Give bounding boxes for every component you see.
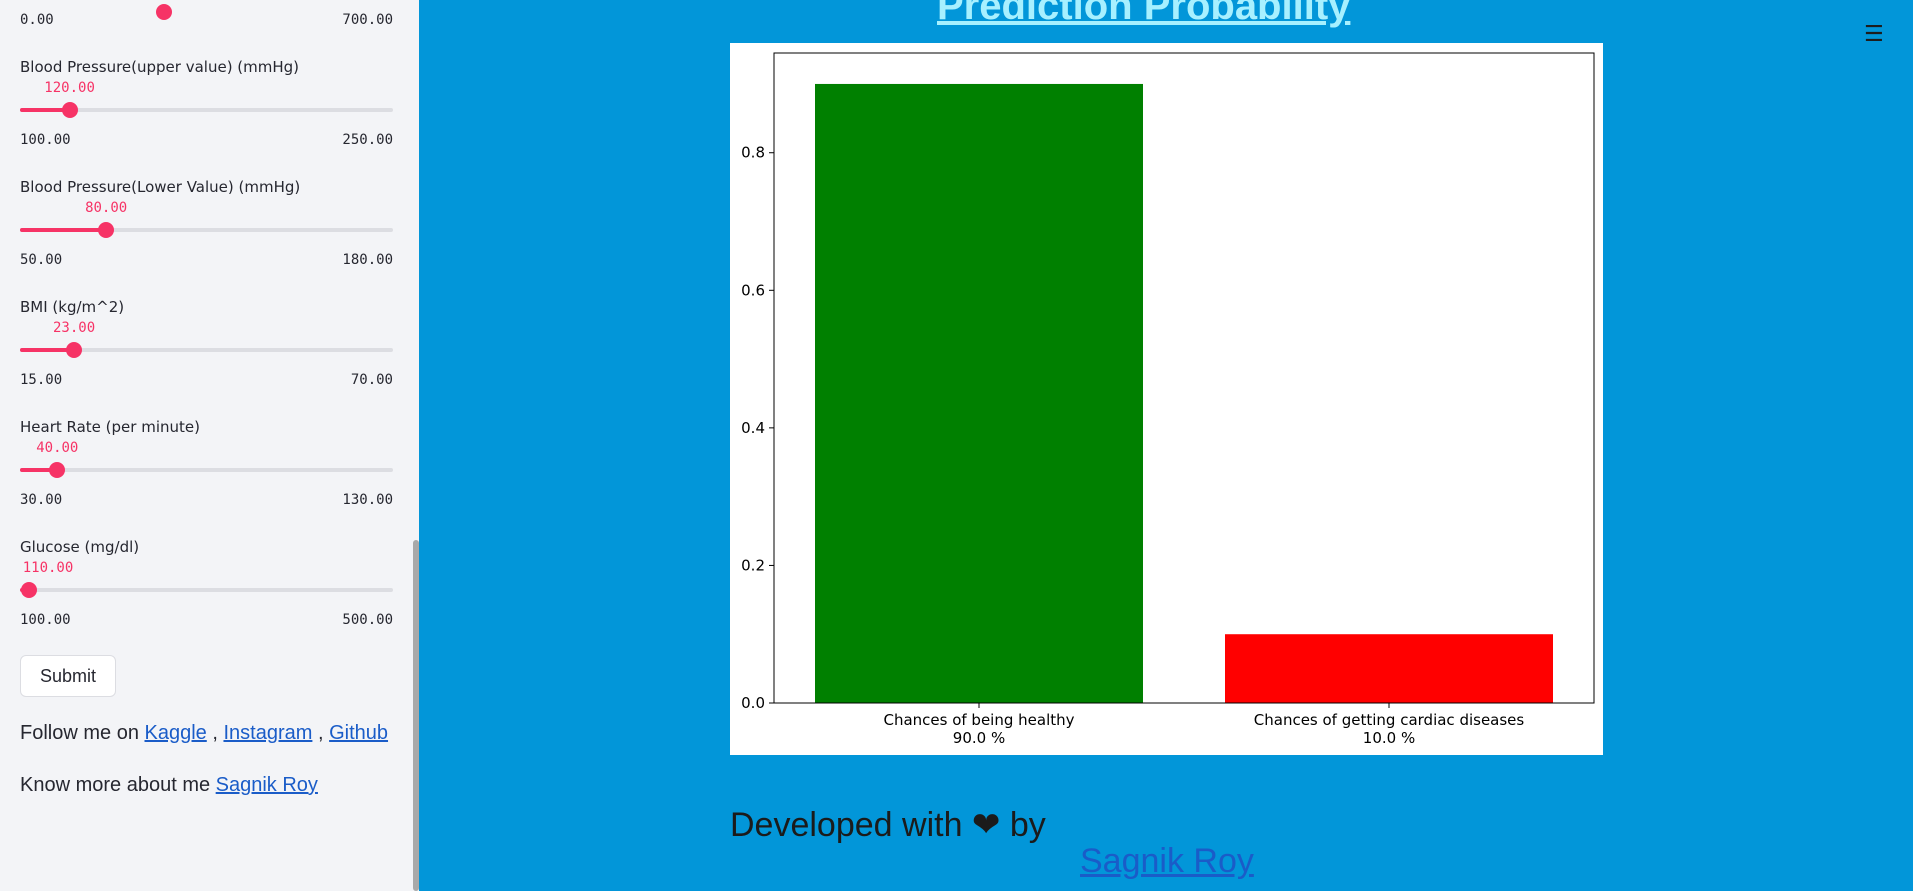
slider-fill: [20, 468, 58, 472]
previous-slider-range: 0.00 700.00: [20, 4, 393, 28]
x-tick-label: Chances of getting cardiac diseases: [1254, 711, 1525, 729]
slider-min: 15.00: [20, 372, 63, 388]
slider-min: 50.00: [20, 252, 63, 268]
link-separator: ,: [212, 722, 218, 744]
slider-track[interactable]: [20, 582, 393, 598]
slider-label: Heart Rate (per minute): [20, 418, 200, 436]
slider-track[interactable]: [20, 342, 393, 358]
slider-value: 110.00: [22, 560, 74, 576]
slider-track[interactable]: [20, 102, 393, 118]
slider-min: 30.00: [20, 492, 63, 508]
author-link[interactable]: Sagnik Roy: [1080, 842, 1254, 880]
y-tick-label: 0.8: [741, 144, 765, 162]
slider-thumb[interactable]: [21, 582, 38, 598]
slider-label: Blood Pressure(upper value) (mmHg): [20, 58, 300, 76]
previous-slider-max: 700.00: [342, 12, 393, 28]
slider-fill: [20, 348, 75, 352]
developed-with-text: Developed with ❤ by: [730, 806, 1046, 844]
sidebar-scrollbar[interactable]: [413, 540, 419, 891]
previous-slider-thumb[interactable]: [156, 4, 172, 20]
github-link[interactable]: Github: [329, 722, 389, 744]
chart-axes-frame: [773, 52, 1595, 704]
x-tick-sublabel: 90.0 %: [953, 729, 1005, 747]
follow-prefix: Follow me on: [20, 722, 145, 744]
chart-bar: [1225, 634, 1553, 703]
x-tick-sublabel: 10.0 %: [1363, 729, 1415, 747]
slider-label: BMI (kg/m^2): [20, 298, 125, 316]
previous-slider-min: 0.00: [20, 12, 54, 28]
slider-max: 130.00: [342, 492, 393, 508]
x-tick-label: Chances of being healthy: [883, 711, 1074, 729]
page-title: Prediction Probability: [937, 0, 1351, 28]
hamburger-menu-icon[interactable]: ☰: [1864, 22, 1884, 47]
y-tick-label: 0.0: [741, 694, 765, 712]
slider-max: 70.00: [350, 372, 393, 388]
slider-fill: [20, 228, 107, 232]
know-prefix: Know more about me: [20, 774, 216, 796]
slider-label: Glucose (mg/dl): [20, 538, 140, 556]
slider-label: Blood Pressure(Lower Value) (mmHg): [20, 178, 301, 196]
slider-value: 23.00: [53, 320, 96, 336]
slider-max: 180.00: [342, 252, 393, 268]
slider-thumb[interactable]: [61, 102, 78, 118]
instagram-link[interactable]: Instagram: [223, 722, 313, 744]
y-tick-label: 0.2: [741, 556, 765, 574]
slider-thumb[interactable]: [66, 342, 83, 358]
slider-track[interactable]: [20, 222, 393, 238]
y-tick-label: 0.6: [741, 281, 765, 299]
slider-min: 100.00: [20, 612, 71, 628]
slider-value: 120.00: [44, 80, 95, 96]
slider-thumb[interactable]: [98, 222, 115, 238]
slider-value: 40.00: [36, 440, 79, 456]
slider-value: 80.00: [85, 200, 128, 216]
kaggle-link[interactable]: Kaggle: [144, 722, 207, 744]
sidebar: 0.00 700.00 Blood Pressure(upper value) …: [0, 0, 419, 891]
submit-button[interactable]: Submit: [20, 655, 116, 697]
chart-bar: [815, 83, 1143, 703]
slider-max: 250.00: [342, 132, 393, 148]
about-me-link[interactable]: Sagnik Roy: [215, 774, 318, 796]
link-separator: ,: [317, 722, 324, 744]
slider-min: 100.00: [20, 132, 71, 148]
follow-text: Follow me on Kaggle , Instagram , Github: [20, 722, 388, 745]
slider-track[interactable]: [20, 462, 393, 478]
know-more-text: Know more about me Sagnik Roy: [20, 774, 318, 797]
slider-thumb[interactable]: [49, 462, 66, 478]
slider-max: 500.00: [342, 612, 393, 628]
y-tick-label: 0.4: [741, 419, 765, 437]
slider-fill: [20, 108, 70, 112]
prediction-chart: Chances of being healthy 90.0 % Chances of…: [730, 43, 1603, 755]
